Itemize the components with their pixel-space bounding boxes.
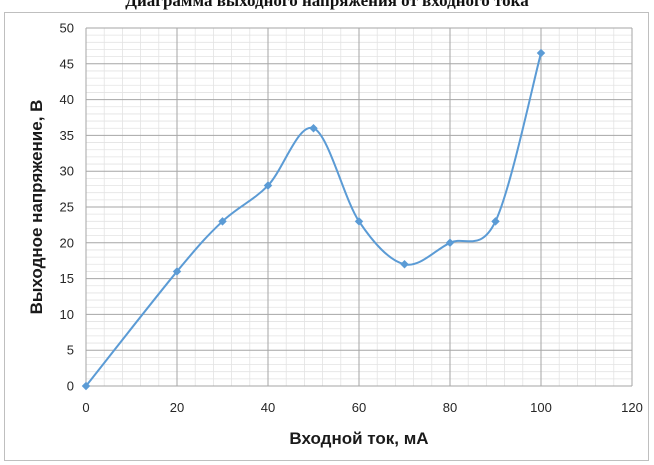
x-tick-label: 20 xyxy=(170,400,184,415)
y-tick-label: 50 xyxy=(60,21,74,36)
x-tick-labels: 0 20 40 60 80 100 120 xyxy=(82,400,642,415)
y-tick-label: 45 xyxy=(60,56,74,71)
data-point xyxy=(172,267,182,276)
y-axis-title: Выходное напряжение, В xyxy=(27,100,46,315)
data-point xyxy=(218,217,227,226)
x-tick-label: 0 xyxy=(82,400,89,415)
y-tick-label: 35 xyxy=(60,128,74,143)
y-tick-label: 0 xyxy=(67,379,74,394)
y-tick-label: 30 xyxy=(60,164,74,179)
x-tick-label: 120 xyxy=(621,400,643,415)
y-tick-label: 25 xyxy=(60,200,74,215)
y-tick-label: 5 xyxy=(67,343,74,358)
data-point xyxy=(81,381,91,391)
x-tick-label: 40 xyxy=(261,400,275,415)
x-tick-label: 80 xyxy=(443,400,457,415)
data-point xyxy=(491,217,500,226)
y-tick-label: 40 xyxy=(60,92,74,107)
data-point xyxy=(445,238,455,248)
y-tick-label: 15 xyxy=(60,271,74,286)
y-tick-label: 10 xyxy=(60,307,74,322)
data-point xyxy=(354,217,364,226)
x-axis-title: Входной ток, мА xyxy=(289,429,428,448)
data-point xyxy=(400,260,409,269)
major-grid xyxy=(85,27,633,387)
data-point xyxy=(263,181,273,190)
series-line xyxy=(85,52,542,387)
x-tick-label: 60 xyxy=(352,400,366,415)
top-caption: Диаграмма выходного напряжения от входно… xyxy=(125,0,529,10)
data-point xyxy=(536,48,546,58)
y-tick-labels: 0 5 10 15 20 25 30 35 40 45 50 xyxy=(60,21,74,394)
x-tick-label: 100 xyxy=(530,400,552,415)
y-tick-label: 20 xyxy=(60,235,74,250)
